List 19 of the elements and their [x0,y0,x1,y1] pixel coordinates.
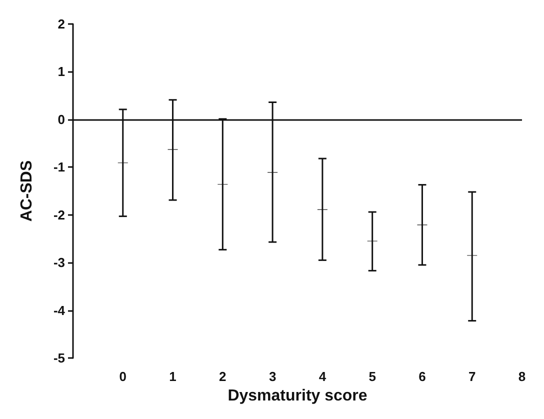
x-tick-label: 5 [368,369,376,384]
x-tick-label: 8 [518,369,526,384]
x-axis-title: Dysmaturity score [228,388,368,404]
x-tick-label: 1 [169,369,176,384]
x-tick-label: 3 [268,369,276,384]
y-tick-label: 2 [58,16,65,32]
x-tick-label: 4 [318,369,327,384]
y-tick-label: 0 [58,112,65,127]
y-tick-label: -1 [53,160,65,175]
y-tick-label: -3 [53,255,65,270]
y-tick-label: 1 [58,64,65,80]
y-tick-label: -4 [53,302,66,318]
x-tick-label: 0 [119,369,127,384]
x-tick-label: 2 [219,369,226,384]
x-tick-label: 6 [418,369,426,384]
x-tick-label: 7 [468,369,476,384]
y-tick-label: -2 [53,207,65,222]
y-tick-label: -5 [53,350,65,366]
y-axis-title: AC-SDS [18,160,36,222]
